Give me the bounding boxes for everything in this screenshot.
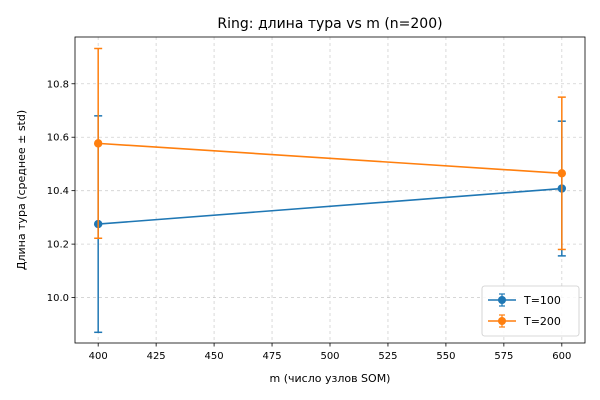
y-tick-label: 10.8	[47, 79, 69, 90]
legend-marker	[498, 317, 506, 325]
series-layer	[93, 47, 567, 334]
y-tick-label: 10.2	[47, 240, 69, 251]
series-t-200	[93, 47, 567, 251]
legend-label: T=100	[523, 294, 561, 307]
legend-marker	[498, 296, 506, 304]
y-tick-label: 10.6	[47, 133, 69, 144]
legend-entry: T=200	[488, 314, 561, 328]
y-axis-ticks: 10.0 10.2 10.4 10.6 10.8	[47, 79, 75, 304]
x-tick-label: 450	[205, 351, 224, 362]
x-tick-label: 575	[494, 351, 513, 362]
data-point	[93, 139, 103, 148]
series-line	[98, 142, 562, 175]
x-tick-label: 525	[378, 351, 397, 362]
x-tick-label: 475	[262, 351, 281, 362]
series-line	[98, 187, 562, 225]
y-tick-label: 10.0	[47, 293, 69, 304]
grid	[75, 37, 585, 343]
legend-box	[481, 285, 580, 337]
x-tick-label: 550	[436, 351, 455, 362]
x-axis-ticks: 400 425 450 475 500 525 550 575 600	[89, 343, 571, 362]
x-axis-label: m (число узлов SOM)	[270, 372, 391, 385]
data-point	[557, 169, 567, 178]
legend: T=100 T=200	[481, 285, 580, 337]
x-tick-label: 400	[89, 351, 108, 362]
y-axis-label: Длина тура (среднее ± std)	[15, 110, 28, 270]
y-tick-label: 10.4	[47, 186, 69, 197]
x-tick-label: 500	[320, 351, 339, 362]
x-tick-label: 425	[147, 351, 166, 362]
x-tick-label: 600	[552, 351, 571, 362]
chart-title: Ring: длина тура vs m (n=200)	[217, 16, 442, 32]
legend-entry: T=100	[488, 293, 561, 307]
legend-label: T=200	[523, 315, 561, 328]
